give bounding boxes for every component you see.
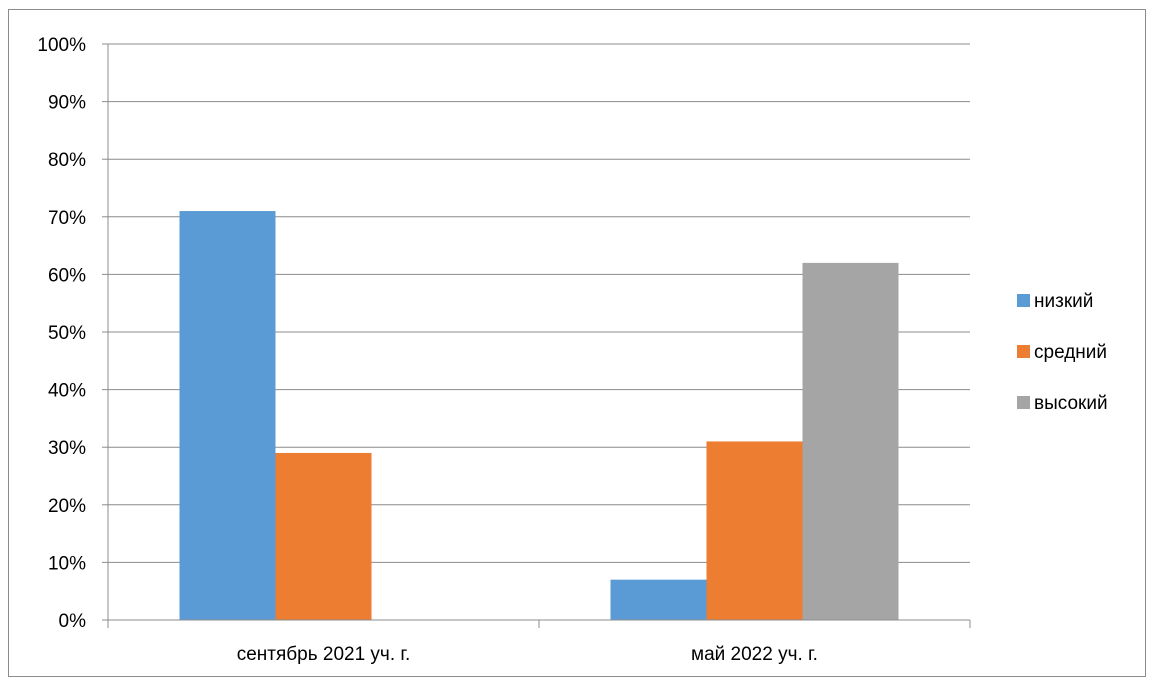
x-tick-labels: сентябрь 2021 уч. г. май 2022 уч. г. [237, 644, 818, 665]
legend-label: средний [1034, 342, 1107, 363]
axes [102, 43, 971, 628]
legend: низкий средний высокий [1017, 291, 1108, 414]
bar-высокий-1 [802, 262, 899, 620]
y-tick-label: 30% [48, 438, 86, 459]
bar-средний-0 [275, 452, 372, 620]
legend-label: низкий [1034, 291, 1093, 312]
legend-label: высокий [1034, 393, 1108, 414]
y-tick-label: 10% [48, 553, 86, 574]
y-tick-label: 0% [59, 611, 87, 632]
y-tick-labels: 0% 10% 20% 30% 40% 50% 60% 70% 80% 90% 100% [37, 35, 86, 632]
y-tick-label: 80% [48, 150, 86, 171]
y-tick-label: 60% [48, 265, 86, 286]
legend-swatch [1017, 294, 1030, 307]
y-tick-label: 20% [48, 496, 86, 517]
y-tick-label: 50% [48, 323, 86, 344]
bar-низкий-0 [179, 211, 276, 621]
bars [179, 211, 899, 621]
y-tick-label: 70% [48, 208, 86, 229]
bar-средний-1 [706, 441, 803, 620]
bar-низкий-1 [610, 579, 707, 620]
legend-swatch [1017, 396, 1030, 409]
y-tick-label: 100% [37, 35, 86, 56]
legend-swatch [1017, 345, 1030, 358]
x-tick-label: сентябрь 2021 уч. г. [237, 644, 411, 665]
y-tick-label: 40% [48, 381, 86, 402]
y-tick-label: 90% [48, 93, 86, 114]
x-tick-label: май 2022 уч. г. [691, 644, 818, 665]
